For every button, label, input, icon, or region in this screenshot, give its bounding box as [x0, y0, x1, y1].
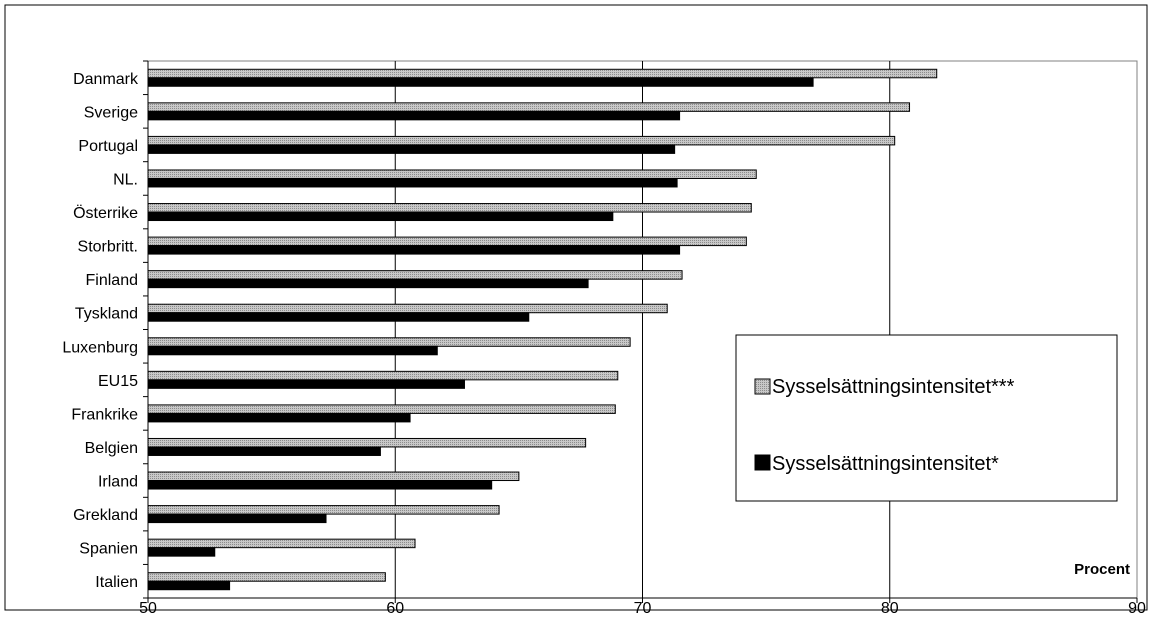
- axes: 50 60 70 80 90 Danmark Sverige Portugal NL. Öster…: [62, 60, 1146, 617]
- bar-series-1: [147, 203, 752, 213]
- category-label: Grekland: [73, 507, 138, 524]
- bar-series-1: [147, 572, 386, 582]
- bar-series-1: [147, 337, 631, 347]
- x-tick-label: 50: [139, 600, 157, 615]
- legend-label-series-2: Sysselsättningsintensitet*: [772, 453, 999, 475]
- category-label: Tyskland: [75, 306, 138, 323]
- bar-series-2: [147, 446, 381, 456]
- category-label: Luxenburg: [62, 339, 138, 356]
- x-tick-label: 90: [1128, 600, 1146, 615]
- bar-series-2: [147, 245, 681, 255]
- bar-series-2: [147, 345, 438, 356]
- category-label: Belgien: [85, 440, 138, 457]
- legend-label-series-1: Sysselsättningsintensitet***: [772, 376, 1015, 398]
- bar-series-2: [147, 144, 676, 154]
- bar-series-1: [147, 270, 683, 280]
- bar-series-1: [147, 303, 668, 314]
- x-tick-label: 60: [386, 600, 404, 615]
- bar-series-1: [147, 102, 911, 112]
- bar-series-1: [147, 68, 938, 79]
- bar-series-2: [147, 77, 814, 87]
- category-label: Danmark: [73, 71, 139, 88]
- category-label: Frankrike: [71, 406, 138, 423]
- bar-series-2: [147, 379, 465, 389]
- category-label: Finland: [86, 272, 138, 289]
- bar-series-2: [147, 278, 589, 289]
- bar-series-1: [147, 471, 520, 482]
- x-tick-label: 80: [881, 600, 899, 615]
- bar-series-2: [147, 480, 493, 490]
- bar-series-2: [147, 580, 231, 591]
- category-label: NL.: [113, 171, 138, 188]
- legend-swatch-solid-icon: [754, 454, 771, 471]
- category-label: Sverige: [84, 104, 138, 121]
- category-label: Italien: [95, 574, 138, 591]
- bar-series-1: [147, 404, 616, 414]
- bar-series-1: [147, 505, 500, 515]
- category-label: Spanien: [79, 541, 138, 558]
- bar-series-1: [147, 135, 896, 146]
- bar-series-1: [147, 538, 416, 549]
- category-label: Storbritt.: [78, 239, 138, 256]
- legend-box: [735, 334, 1118, 502]
- unit-label: Procent: [1074, 561, 1130, 578]
- bar-series-2: [147, 513, 327, 524]
- bar-series-2: [147, 211, 614, 222]
- bars: [147, 68, 938, 591]
- bar-series-2: [147, 547, 216, 557]
- bar-series-1: [147, 437, 587, 448]
- category-label: Irland: [98, 474, 138, 491]
- bar-series-2: [147, 177, 678, 188]
- legend-swatch-dotted-icon: [754, 378, 771, 395]
- bar-series-1: [147, 169, 757, 179]
- legend: Sysselsättningsintensitet*** Sysselsättn…: [735, 334, 1118, 502]
- category-label: Österrike: [73, 204, 138, 222]
- x-tick-label: 70: [634, 600, 652, 615]
- bar-series-2: [147, 312, 530, 322]
- category-label: Portugal: [78, 138, 138, 155]
- bar-series-1: [147, 370, 619, 381]
- bar-series-2: [147, 412, 411, 423]
- category-label: EU15: [98, 373, 138, 390]
- bar-series-2: [147, 110, 681, 121]
- bar-series-1: [147, 236, 747, 247]
